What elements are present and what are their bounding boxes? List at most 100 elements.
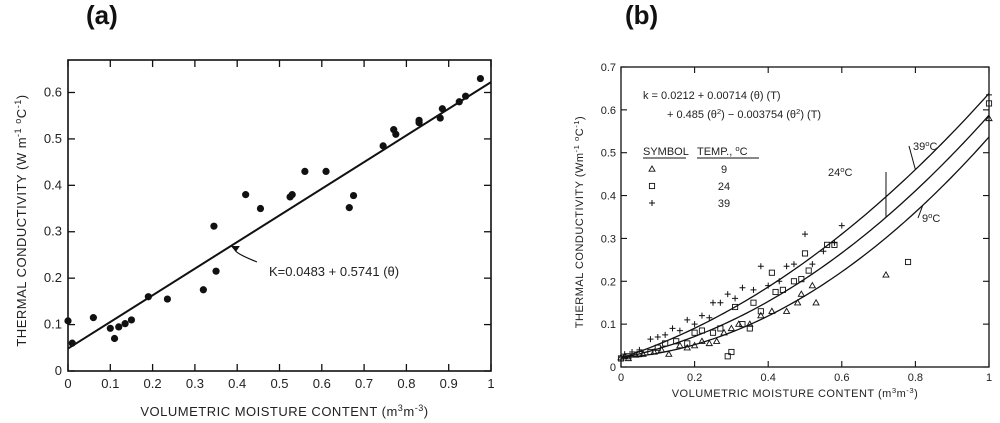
chart-b-point-square	[985, 100, 993, 107]
chart-b-point-square	[717, 325, 724, 332]
chart-b-ylabel: THERMAL CONDUCTIVITY (Wm-1 oC-1)	[572, 116, 587, 328]
chart-a-point	[210, 222, 218, 230]
chart-b-point-plus	[649, 200, 655, 206]
chart-b-point-square	[662, 340, 669, 347]
chart-b-point-plus	[684, 316, 691, 323]
chart-b-xlabel: VOLUMETRIC MOISTURE CONTENT (m3m-3)	[672, 386, 919, 401]
chart-b-point-plus	[831, 239, 838, 246]
chart-b-curve-24	[620, 114, 990, 359]
chart-b-point-square	[790, 278, 798, 285]
chart-a-point	[462, 92, 470, 100]
chart-b-point-triangle	[683, 343, 692, 351]
chart-b-point-plus	[820, 248, 827, 255]
chart-a-point	[301, 167, 309, 176]
chart-b-point-plus	[739, 284, 746, 291]
chart-b-point-plus	[654, 334, 661, 340]
chart-b-point-triangle	[690, 341, 699, 349]
chart-a-ylabel: THERMAL CONDUCTIVITY (W m-1 oC-1)	[13, 94, 29, 346]
chart-b-point-plus	[809, 261, 816, 268]
chart-a-point	[144, 293, 152, 301]
chart-b-point-plus	[724, 291, 731, 298]
chart-b-curve-leader	[908, 145, 916, 170]
chart-b-point-square	[617, 355, 625, 362]
chart-b-point-plus	[691, 321, 698, 328]
chart-b-point-triangle	[793, 298, 802, 306]
chart-a-xlabel: VOLUMETRIC MOISTURE CONTENT (m3m-3)	[140, 403, 428, 419]
chart-a-xtick-label: 0.1	[101, 376, 119, 391]
chart-a-ytick-label: 0	[55, 363, 62, 378]
chart-b-point-plus	[802, 231, 808, 238]
chart-b-xtick-label: 0	[618, 372, 624, 384]
chart-a-point	[163, 295, 172, 303]
chart-b-point-triangle	[720, 328, 728, 336]
chart-b-point-square	[625, 353, 632, 360]
chart-b-point-square	[648, 182, 656, 190]
chart-b-curve-label: 39oC	[913, 139, 938, 154]
chart-b-point-plus	[662, 331, 669, 338]
chart-b-point-plus	[757, 263, 764, 270]
chart-b-ytick-label: 0.2	[601, 276, 616, 288]
chart-b-ytick-label: 0.3	[601, 233, 616, 245]
chart-b-point-triangle	[812, 298, 820, 306]
chart-b-point-plus	[838, 222, 845, 229]
chart-b-ytick-label: 0.6	[601, 105, 616, 117]
chart-a-xtick-label: 0.3	[186, 376, 204, 391]
chart-b-point-triangle	[727, 324, 736, 332]
chart-b-point-plus	[765, 282, 772, 289]
chart-b-legend-header-symbol: SYMBOL	[643, 146, 689, 158]
chart-b-point-plus	[621, 351, 628, 358]
chart-b-point-plus	[698, 312, 705, 319]
chart-a-point	[415, 116, 423, 124]
chart-b-point-square	[739, 321, 746, 328]
chart-a-ytick-label: 0.5	[44, 131, 62, 146]
chart-b-point-plus	[710, 299, 716, 306]
chart-b-point-plus	[750, 286, 757, 293]
chart-b-point-triangle	[985, 114, 993, 122]
chart-b-point-plus	[636, 346, 643, 353]
chart-b-ytick-label: 0	[610, 362, 616, 374]
chart-a-xtick-label: 0.8	[397, 376, 415, 391]
chart-a-arrowhead	[230, 245, 240, 252]
chart-a-point	[64, 317, 72, 325]
chart-b-point-square	[732, 303, 739, 311]
chart-a-point	[349, 191, 358, 200]
chart-b-ytick-label: 0.1	[601, 319, 616, 331]
chart-a-point	[115, 323, 123, 331]
chart-a-point	[379, 142, 387, 150]
chart-b-xtick-label: 0.4	[761, 372, 776, 384]
chart-a-ytick-label: 0.1	[44, 317, 62, 332]
chart-b-equation-line2: + 0.485 (θ2) − 0.003754 (θ2) (T)	[667, 107, 821, 122]
chart-b-xtick-label: 1	[986, 372, 992, 384]
chart-b-point-triangle	[705, 339, 714, 347]
chart-b-point-square	[746, 325, 753, 332]
chart-b-legend-temp-9: 9	[721, 164, 727, 176]
chart-b-ytick-label: 0.5	[601, 148, 616, 160]
chart-a-point	[127, 316, 136, 324]
chart-a-point	[392, 130, 400, 138]
chart-b-curve-label: 24oC	[828, 165, 853, 180]
chart-a-equation: K=0.0483 + 0.5741 (θ)	[269, 264, 399, 279]
chart-a-point	[288, 191, 296, 199]
chart-b-point-square	[779, 286, 786, 293]
chart-b-point-square	[805, 267, 812, 274]
chart-b-point-square	[691, 329, 698, 336]
chart-a-xtick-label: 0.7	[355, 376, 373, 391]
panel-label-a: (a)	[86, 0, 118, 30]
chart-b-point-triangle	[712, 337, 721, 344]
chart-b-legend-header-temp: TEMP., oC	[697, 144, 748, 159]
chart-b-point-square	[684, 340, 691, 347]
chart-b-point-square	[698, 327, 706, 334]
chart-a-point	[106, 324, 114, 332]
chart-b-point-plus	[776, 278, 783, 285]
chart-a: 0 0.1 0.2 0.3 0.4 0.5 0.6 0.7 0.8 0.9 1 0 0.1 0.2 0.3 0…	[13, 59, 495, 419]
chart-b: 0 0.2 0.4 0.6 0.8 1 0 0.1 0.2 0.3 0.4 0.5 0.6 0.7 39oC…	[572, 62, 993, 400]
chart-b-point-plus	[676, 327, 683, 334]
chart-b-point-square	[728, 348, 735, 356]
chart-b-point-square	[824, 241, 831, 248]
chart-b-xtick-label: 0.8	[908, 372, 923, 384]
chart-a-point	[438, 105, 446, 113]
chart-b-frame	[620, 66, 990, 368]
chart-a-point	[212, 267, 220, 275]
chart-a-xtick-label: 1	[487, 376, 494, 391]
